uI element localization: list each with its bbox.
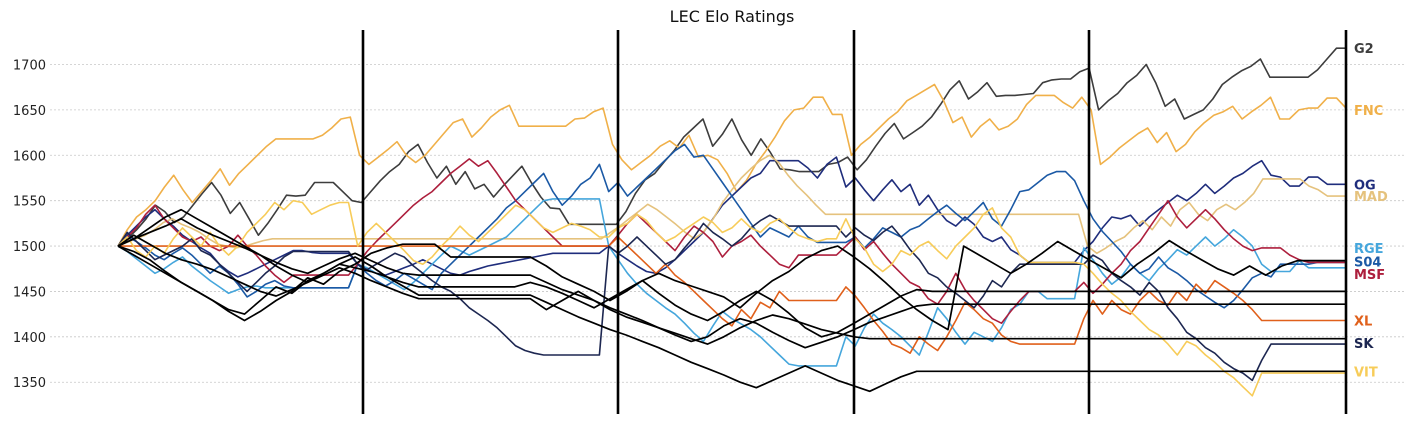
end-label-s04: S04 [1354,255,1381,270]
end-label-mad: MAD [1354,190,1388,205]
end-label-rge: RGE [1354,242,1384,257]
y-tick-label: 1650 [13,104,46,119]
series-line-unlabeled [117,245,1346,393]
y-axis-ticks: 1350 1400 1450 1500 1550 1600 1650 1700 [13,58,46,391]
end-label-msf: MSF [1354,268,1385,283]
y-tick-label: 1450 [13,285,46,300]
end-label-vit: VIT [1354,365,1378,380]
y-tick-label: 1550 [13,195,46,210]
end-label-g2: G2 [1354,42,1374,57]
y-tick-label: 1500 [13,240,46,255]
y-tick-label: 1400 [13,331,46,346]
series-line-s04 [117,143,1346,309]
split-dividers [361,30,1348,414]
series-line-vit [117,199,1346,397]
end-label-og: OG [1354,178,1376,193]
series-line-g2 [117,47,1346,247]
y-tick-label: 1600 [13,149,46,164]
series-line-mad [117,154,1346,255]
series-line-fnc [117,83,1347,247]
series-line-xl [118,236,1346,355]
y-tick-label: 1700 [13,58,46,73]
series-line-unlabeled [117,234,1346,349]
y-tick-label: 1350 [13,376,46,391]
series-lines [117,47,1347,397]
end-label-xl: XL [1354,314,1372,329]
end-label-sk: SK [1354,337,1374,352]
series-line-unlabeled [117,239,1346,331]
chart-title: LEC Elo Ratings [670,7,795,26]
end-label-fnc: FNC [1354,104,1383,119]
series-line-sk [117,214,1346,382]
series-line-unlabeled [117,208,1346,338]
series-line-unlabeled [117,217,1346,345]
